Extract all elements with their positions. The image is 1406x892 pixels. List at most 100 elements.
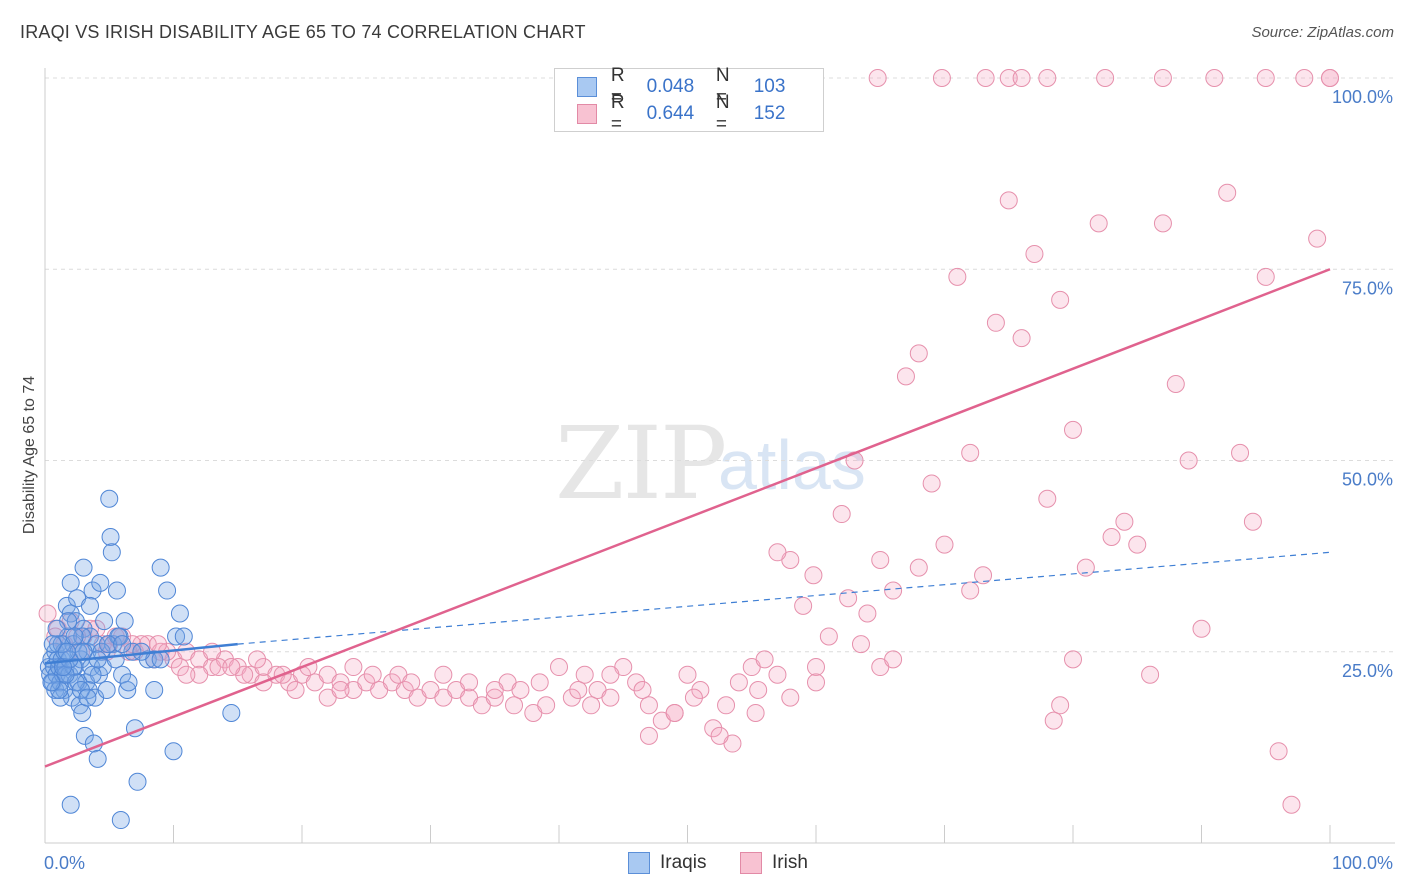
data-points [38, 69, 1339, 830]
irish-point [961, 581, 980, 600]
iraqis-trendline-extension [237, 551, 1331, 645]
irish-point [1218, 183, 1237, 202]
iraqis-point [118, 681, 137, 699]
irish-point [177, 665, 196, 684]
iraqis-point [138, 650, 157, 669]
irish-point [922, 474, 941, 493]
iraqis-point [65, 627, 84, 646]
irish-point [511, 681, 530, 699]
irish-point [222, 658, 241, 677]
legend-n-label: N = [715, 65, 730, 108]
iraqis-point [61, 795, 80, 814]
irish-point [999, 191, 1018, 210]
irish-point [1089, 214, 1108, 233]
iraqis-point [42, 673, 61, 692]
irish-point [286, 681, 305, 699]
irish-point [781, 688, 800, 707]
irish-point [1128, 535, 1147, 554]
irish-point [974, 566, 993, 585]
iraqis-point [174, 627, 193, 646]
irish-point [1096, 69, 1115, 87]
irish-point [1308, 229, 1327, 248]
legend-r-value: 0.644 [646, 103, 695, 124]
iraqis-point [51, 688, 70, 707]
irish-point [1231, 443, 1250, 462]
iraqis-point [74, 619, 93, 638]
irish-point [575, 665, 594, 684]
irish-point [1051, 290, 1070, 309]
irish-point [717, 696, 736, 715]
y-tick-label: 25.0% [1342, 661, 1393, 681]
irish-point [729, 673, 748, 692]
irish-point [1012, 329, 1031, 348]
irish-point [1025, 244, 1044, 263]
irish-point [1076, 558, 1095, 577]
irish-point [331, 681, 350, 699]
irish-point [1243, 512, 1262, 531]
irish-point [190, 665, 209, 684]
irish-point [1295, 69, 1314, 87]
irish-point [746, 703, 765, 722]
irish-point [684, 688, 703, 707]
iraqis-point [151, 558, 170, 577]
legend-row-irish: R = 0.644 N = 152 [577, 92, 823, 135]
iraqis-point [57, 642, 76, 661]
irish-point [344, 658, 363, 677]
iraqis-point [164, 742, 183, 761]
chart-title: IRAQI VS IRISH DISABILITY AGE 65 TO 74 C… [20, 22, 586, 42]
irish-point [807, 658, 825, 677]
irish-point [550, 658, 568, 677]
irish-point [485, 681, 504, 699]
watermark-atlas: atlas [718, 426, 866, 504]
irish-point [1179, 451, 1198, 470]
y-tick-label: 50.0% [1342, 470, 1393, 490]
iraqis-point [128, 772, 147, 791]
irish-point [794, 596, 813, 615]
irish-point [710, 726, 729, 745]
irish-point [1282, 795, 1301, 814]
iraqis-point [66, 612, 85, 631]
watermark-zip: ZIP [555, 405, 727, 522]
legend-n-value: 152 [753, 103, 786, 124]
irish-point [434, 665, 453, 684]
trendlines [44, 268, 1331, 768]
irish-point [976, 69, 995, 87]
iraqis-point [98, 635, 117, 654]
iraqis-point [102, 543, 121, 562]
irish-point [627, 673, 646, 692]
irish-point [87, 619, 106, 638]
irish-point [537, 696, 556, 715]
iraqis-point [73, 703, 92, 722]
irish-point [149, 635, 168, 654]
grid-lines [45, 77, 1395, 653]
irish-point [505, 696, 524, 715]
irish-point [755, 650, 774, 669]
irish-point [209, 658, 228, 677]
iraqis-point [167, 627, 186, 646]
irish-point [1321, 69, 1339, 87]
tick-labels: 25.0% 50.0% 75.0% 100.0% 0.0% 100.0% [44, 87, 1393, 873]
x-tick-label: 0.0% [44, 853, 85, 873]
iraqis-point [83, 665, 102, 684]
irish-point [871, 550, 890, 569]
irish-point [839, 589, 858, 608]
bottom-legend-swatch-iraqis [628, 852, 650, 874]
irish-point [678, 665, 697, 684]
iraqis-point [78, 688, 97, 707]
iraqis-point [158, 581, 177, 600]
iraqis-point [50, 681, 69, 699]
irish-point [1205, 69, 1224, 87]
iraqis-point [113, 635, 132, 654]
legend-n-label: N = [715, 92, 730, 135]
irish-point [1038, 69, 1057, 87]
bottom-legend-irish: Irish [740, 852, 808, 874]
irish-point [948, 267, 967, 286]
legend-r-value: 0.048 [646, 76, 695, 97]
irish-point [1038, 489, 1057, 508]
legend-r-label: R = [610, 92, 625, 135]
iraqis-point [83, 581, 102, 600]
irish-point [884, 650, 903, 669]
irish-point [986, 313, 1005, 332]
iraqis-point [75, 726, 94, 745]
irish-point [1115, 512, 1134, 531]
